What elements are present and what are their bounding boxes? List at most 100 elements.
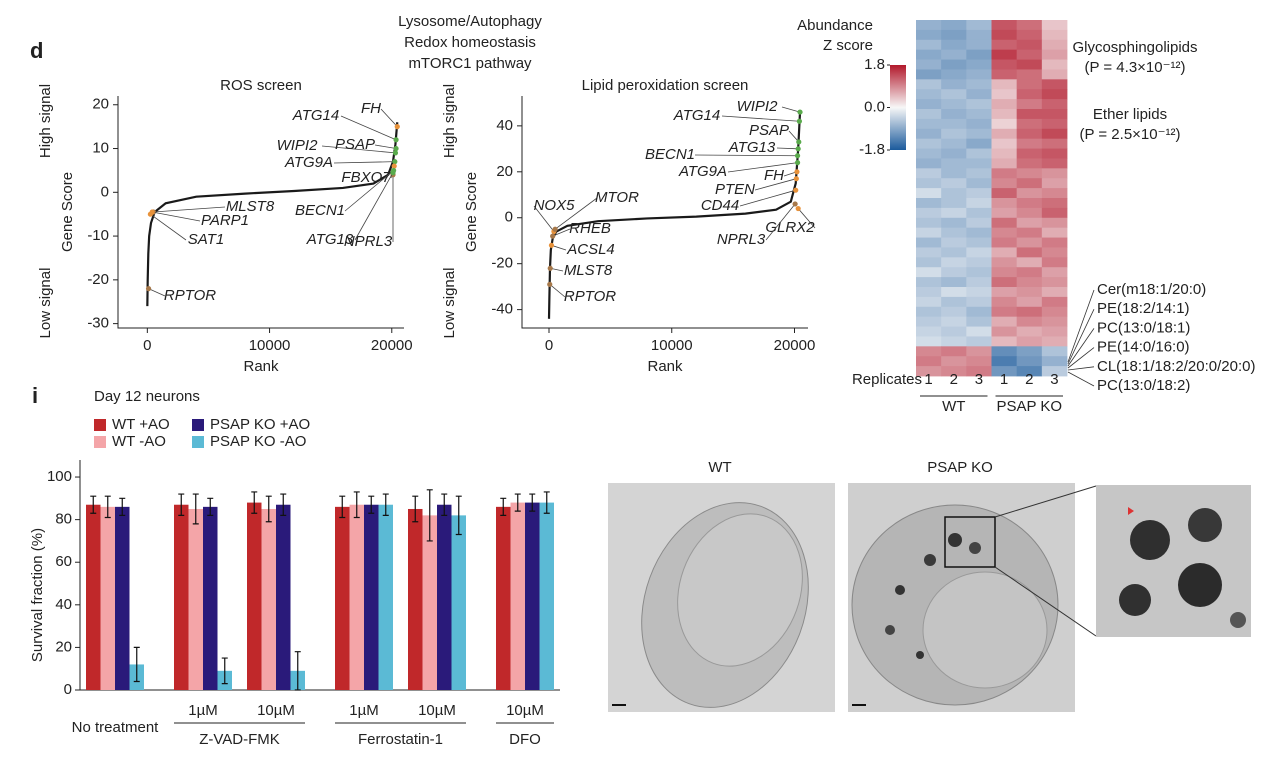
heatmap-cell <box>916 336 942 347</box>
heatmap-cell <box>916 267 942 278</box>
x-tick-label: 10µM <box>418 702 456 719</box>
heatmap-cell <box>916 148 942 159</box>
error-bar <box>382 493 389 516</box>
heatmap-cell <box>1016 336 1043 347</box>
heatmap-cell <box>1016 267 1043 278</box>
error-bar <box>294 651 301 691</box>
y-tick-label: 0 <box>64 681 72 698</box>
heatmap-cell <box>941 109 967 120</box>
heatmap-cell <box>916 257 942 268</box>
bar <box>100 506 115 690</box>
heatmap-cell <box>941 20 967 31</box>
x-tick-label: 10µM <box>506 702 544 719</box>
heatmap-cell <box>1016 29 1043 41</box>
gene-label: RHEB <box>569 220 611 237</box>
x-tick-label: 0 <box>143 337 151 354</box>
annotation-leader <box>739 189 796 207</box>
bar <box>261 508 276 690</box>
heatmap-cell <box>966 356 992 367</box>
column-label: 3 <box>1050 371 1058 388</box>
gene-label: ATG13 <box>728 139 776 156</box>
column-label: 1 <box>1000 371 1008 388</box>
heatmap-cell <box>1041 217 1068 229</box>
heatmap-cell <box>1016 39 1043 51</box>
axis-frame <box>521 96 808 329</box>
colorbar-tick-label: -1.8 <box>859 141 885 158</box>
chart-title: Lipid peroxidation screen <box>582 77 749 94</box>
heatmap-cell <box>941 296 967 308</box>
group-label: WT <box>942 398 965 415</box>
heatmap-cell <box>1041 99 1068 110</box>
heatmap-cell <box>916 29 942 41</box>
heatmap-cell <box>991 49 1018 60</box>
heatmap-cell <box>1041 296 1068 308</box>
heatmap-cell <box>1016 277 1043 288</box>
heatmap-cell <box>1041 247 1068 258</box>
heatmap-cell <box>1041 336 1068 347</box>
y-tick-label: 10 <box>92 139 109 156</box>
heatmap-cell <box>1041 49 1068 60</box>
heatmap-cell <box>991 20 1018 31</box>
annotated-gene <box>793 187 799 193</box>
heatmap-cell <box>1041 148 1068 159</box>
x-axis-label: Rank <box>243 358 279 375</box>
bar <box>86 504 101 690</box>
heatmap-cell <box>991 346 1018 357</box>
heatmap-cell <box>966 89 992 100</box>
heatmap-cell <box>941 178 967 189</box>
gene-label: FBXO7 <box>341 169 391 186</box>
row-label: Cer(m18:1/20:0) <box>1097 281 1206 298</box>
heatmap-cell <box>1041 267 1068 278</box>
column-label: 1 <box>924 371 932 388</box>
pathway-legend: mTORC1 pathway <box>408 55 532 72</box>
heatmap-cell <box>966 128 992 140</box>
heatmap-cell <box>1016 49 1043 60</box>
heatmap-cell <box>966 306 992 318</box>
heatmap-cell <box>1041 207 1068 219</box>
heatmap-cell <box>1016 237 1043 248</box>
heatmap-cell <box>991 29 1018 41</box>
heatmap-cell <box>1041 277 1068 288</box>
bar <box>203 506 218 690</box>
heatmap-cell <box>916 109 942 120</box>
rank-curve <box>146 122 399 307</box>
chart-title: ROS screen <box>220 77 302 94</box>
error-bar <box>221 657 228 685</box>
annotation-leader <box>721 115 800 122</box>
error-bar <box>500 497 507 516</box>
heatmap-cell <box>1041 287 1068 298</box>
micrograph-wt <box>608 483 835 712</box>
heatmap-cell <box>941 138 967 149</box>
annotated-gene <box>391 163 397 169</box>
annotated-gene <box>394 124 400 130</box>
heatmap-cell <box>1016 89 1043 100</box>
pathway-legend: Redox homeostasis <box>404 34 536 51</box>
y-tick-label: 0 <box>505 209 513 226</box>
heatmap-cell <box>966 79 992 90</box>
heatmap-cell <box>1041 227 1068 238</box>
gene-label: GLRX2 <box>765 219 815 236</box>
annotated-gene <box>390 170 396 176</box>
heatmap-cell <box>1041 346 1068 357</box>
heatmap-cell <box>941 128 967 140</box>
error-bar <box>251 491 258 514</box>
heatmap-cell <box>1041 20 1068 31</box>
heatmap-cell <box>1016 326 1043 337</box>
gene-label: SAT1 <box>188 231 224 248</box>
y-axis-label: Gene Score <box>59 172 76 252</box>
heatmap-cell <box>966 188 992 199</box>
heatmap-cell <box>941 198 967 209</box>
heatmap-cell <box>941 29 967 41</box>
error-bar <box>265 495 272 523</box>
heatmap-cell <box>1016 109 1043 120</box>
pathway-legend: Lysosome/Autophagy <box>398 13 542 30</box>
heatmap-cell <box>966 316 992 327</box>
group-label: DFO <box>509 731 541 748</box>
heatmap-cell <box>991 277 1018 288</box>
annotation-leader <box>153 206 226 213</box>
heatmap-cell <box>966 39 992 51</box>
gene-label: ATG13 <box>306 231 354 248</box>
annotated-gene <box>392 159 398 165</box>
heatmap-cell <box>916 356 942 367</box>
heatmap-cell <box>1016 198 1043 209</box>
